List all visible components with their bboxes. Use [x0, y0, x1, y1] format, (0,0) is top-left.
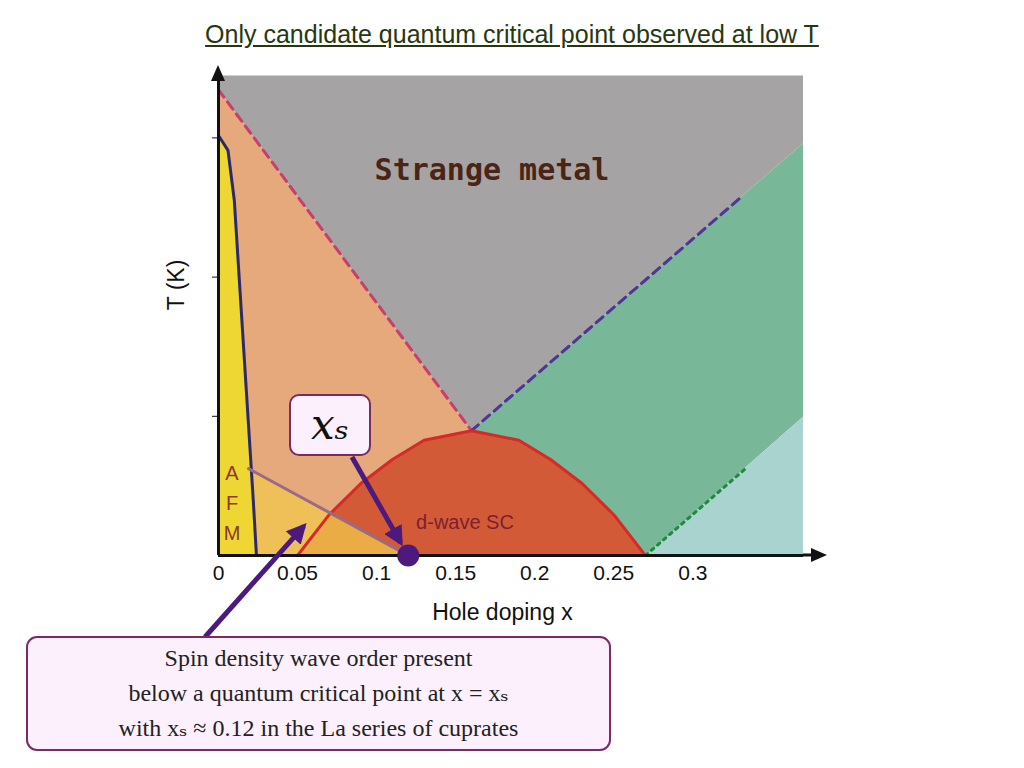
svg-text:0.2: 0.2: [520, 561, 549, 584]
svg-text:Spin density wave order presen: Spin density wave order present: [165, 645, 473, 671]
svg-text:0.05: 0.05: [277, 561, 318, 584]
svg-text:below a quantum critical point: below a quantum critical point at x = xₛ: [128, 680, 508, 706]
svg-text:A: A: [225, 462, 239, 484]
html-text:Only candidate quantum critica: Only candidate quantum critical point ob…: [205, 20, 819, 48]
svg-text:0: 0: [213, 561, 225, 584]
svg-text:T (K): T (K): [163, 260, 189, 311]
svg-text:xₛ: xₛ: [311, 400, 349, 449]
svg-text:F: F: [226, 492, 238, 514]
svg-text:0.25: 0.25: [593, 561, 634, 584]
svg-text:Hole doping x: Hole doping x: [432, 599, 573, 625]
svg-text:0.15: 0.15: [435, 561, 476, 584]
svg-text:d-wave SC: d-wave SC: [416, 511, 514, 533]
svg-text:with xₛ ≈ 0.12 in the La serie: with xₛ ≈ 0.12 in the La series of cupra…: [119, 715, 519, 741]
svg-text:0.1: 0.1: [362, 561, 391, 584]
svg-text:Strange metal: Strange metal: [375, 152, 610, 187]
svg-text:M: M: [224, 522, 241, 544]
svg-text:0.3: 0.3: [678, 561, 707, 584]
